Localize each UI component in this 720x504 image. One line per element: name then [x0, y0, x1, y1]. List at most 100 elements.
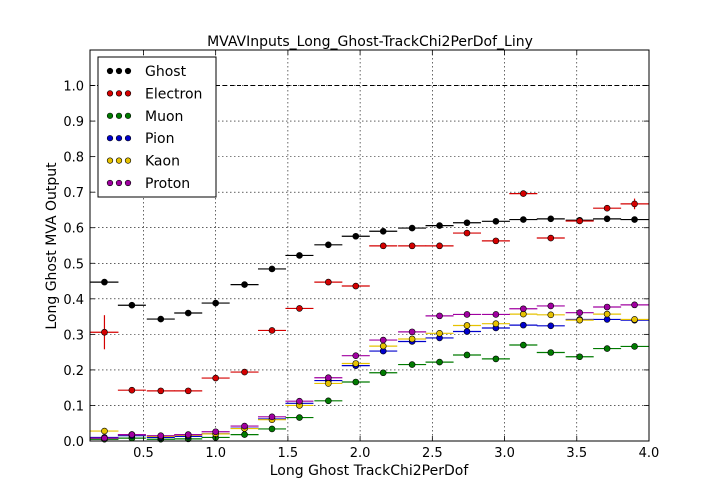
axis-ticks: 0.5 1.0 1.5 2.0 2.5 3.0 3.5 4.0 0.0 0.1 0.2 0.3 0.4 0… — [63, 50, 659, 461]
data-point — [184, 387, 192, 395]
legend-item-proton: Proton — [106, 176, 190, 192]
series-layer — [90, 190, 649, 443]
y-tick-label: 0.3 — [63, 328, 84, 343]
data-point — [352, 282, 360, 290]
legend-label: Kaon — [145, 154, 180, 170]
legend-item-electron: Electron — [106, 86, 202, 102]
y-tick-label: 1.0 — [63, 80, 84, 95]
data-point — [352, 232, 360, 240]
data-point — [352, 378, 360, 386]
legend-marker — [115, 179, 123, 187]
data-point — [268, 327, 276, 334]
data-point — [492, 311, 500, 318]
legend-item-pion: Pion — [106, 131, 174, 147]
x-tick-label: 3.5 — [566, 446, 587, 461]
data-point — [631, 301, 638, 309]
data-point — [492, 355, 500, 363]
data-point — [268, 413, 276, 421]
y-axis-label: Long Ghost MVA Output — [44, 162, 60, 330]
data-point — [631, 200, 638, 208]
legend-marker — [115, 67, 123, 75]
data-point — [128, 386, 136, 394]
legend-marker — [106, 90, 114, 97]
data-point — [603, 204, 611, 212]
data-point — [436, 329, 443, 337]
data-point — [379, 342, 387, 350]
plot-frame — [89, 49, 650, 442]
legend-marker — [124, 90, 132, 97]
data-point — [520, 341, 527, 349]
y-tick-label: 0.6 — [63, 222, 84, 237]
data-point — [296, 414, 303, 421]
data-point — [520, 321, 527, 329]
data-point — [547, 349, 555, 356]
data-point — [268, 425, 276, 433]
data-point — [576, 217, 583, 225]
data-point — [603, 303, 611, 311]
y-tick-label: 0.8 — [63, 151, 84, 166]
data-point — [325, 241, 332, 249]
y-tick-label: 0.1 — [63, 399, 84, 414]
data-point — [325, 380, 332, 387]
data-point — [325, 278, 332, 286]
legend-label: Proton — [145, 176, 190, 192]
chart-title: MVAVInputs_Long_Ghost-TrackChi2PerDof_Li… — [207, 34, 533, 50]
data-point — [241, 281, 248, 288]
data-point — [408, 242, 416, 250]
legend-marker — [124, 157, 132, 164]
data-point — [379, 336, 387, 344]
data-point — [492, 218, 500, 225]
legend-marker — [115, 135, 123, 142]
data-point — [212, 299, 219, 307]
data-point — [212, 374, 219, 382]
y-tick-label: 0.4 — [63, 293, 84, 308]
data-point — [520, 216, 527, 223]
legend-marker — [124, 67, 132, 75]
legend-label: Ghost — [145, 64, 187, 80]
legend-box — [97, 56, 217, 198]
data-point — [463, 351, 471, 359]
legend-marker — [106, 112, 114, 119]
data-point — [408, 361, 416, 368]
legend-marker — [115, 112, 123, 119]
data-point — [631, 216, 638, 223]
data-point — [463, 328, 471, 335]
data-point — [296, 397, 303, 405]
x-tick-label: 0.5 — [133, 446, 154, 461]
x-tick-label: 2.5 — [422, 446, 443, 461]
data-point — [184, 431, 192, 438]
data-point — [547, 302, 555, 310]
data-point — [379, 242, 387, 250]
data-point — [436, 222, 443, 229]
data-point — [547, 215, 555, 223]
data-point — [212, 428, 219, 436]
data-point — [184, 309, 192, 317]
data-point — [352, 352, 360, 359]
y-tick-label: 0.2 — [63, 364, 84, 379]
series-electron — [90, 190, 649, 395]
data-point — [547, 322, 555, 330]
data-point — [463, 311, 471, 318]
legend-item-kaon: Kaon — [106, 154, 180, 170]
data-point — [576, 316, 583, 324]
data-point — [241, 422, 248, 430]
data-point — [101, 434, 108, 442]
series-ghost — [90, 215, 649, 323]
y-tick-label: 0.9 — [63, 115, 84, 130]
data-point — [241, 368, 248, 376]
legend-marker — [106, 179, 114, 187]
data-point — [547, 311, 555, 319]
data-point — [520, 190, 527, 197]
legend-marker — [124, 112, 132, 119]
data-point — [631, 316, 638, 323]
legend-label: Muon — [145, 109, 183, 125]
data-point — [157, 315, 165, 323]
x-tick-label: 1.5 — [278, 446, 299, 461]
data-point — [436, 312, 443, 320]
data-point — [463, 219, 471, 227]
legend-marker — [106, 157, 114, 164]
data-point — [408, 335, 416, 343]
data-point — [101, 427, 108, 435]
y-tick-label: 0.0 — [63, 435, 84, 450]
x-axis-label: Long Ghost TrackChi2PerDof — [270, 463, 470, 479]
